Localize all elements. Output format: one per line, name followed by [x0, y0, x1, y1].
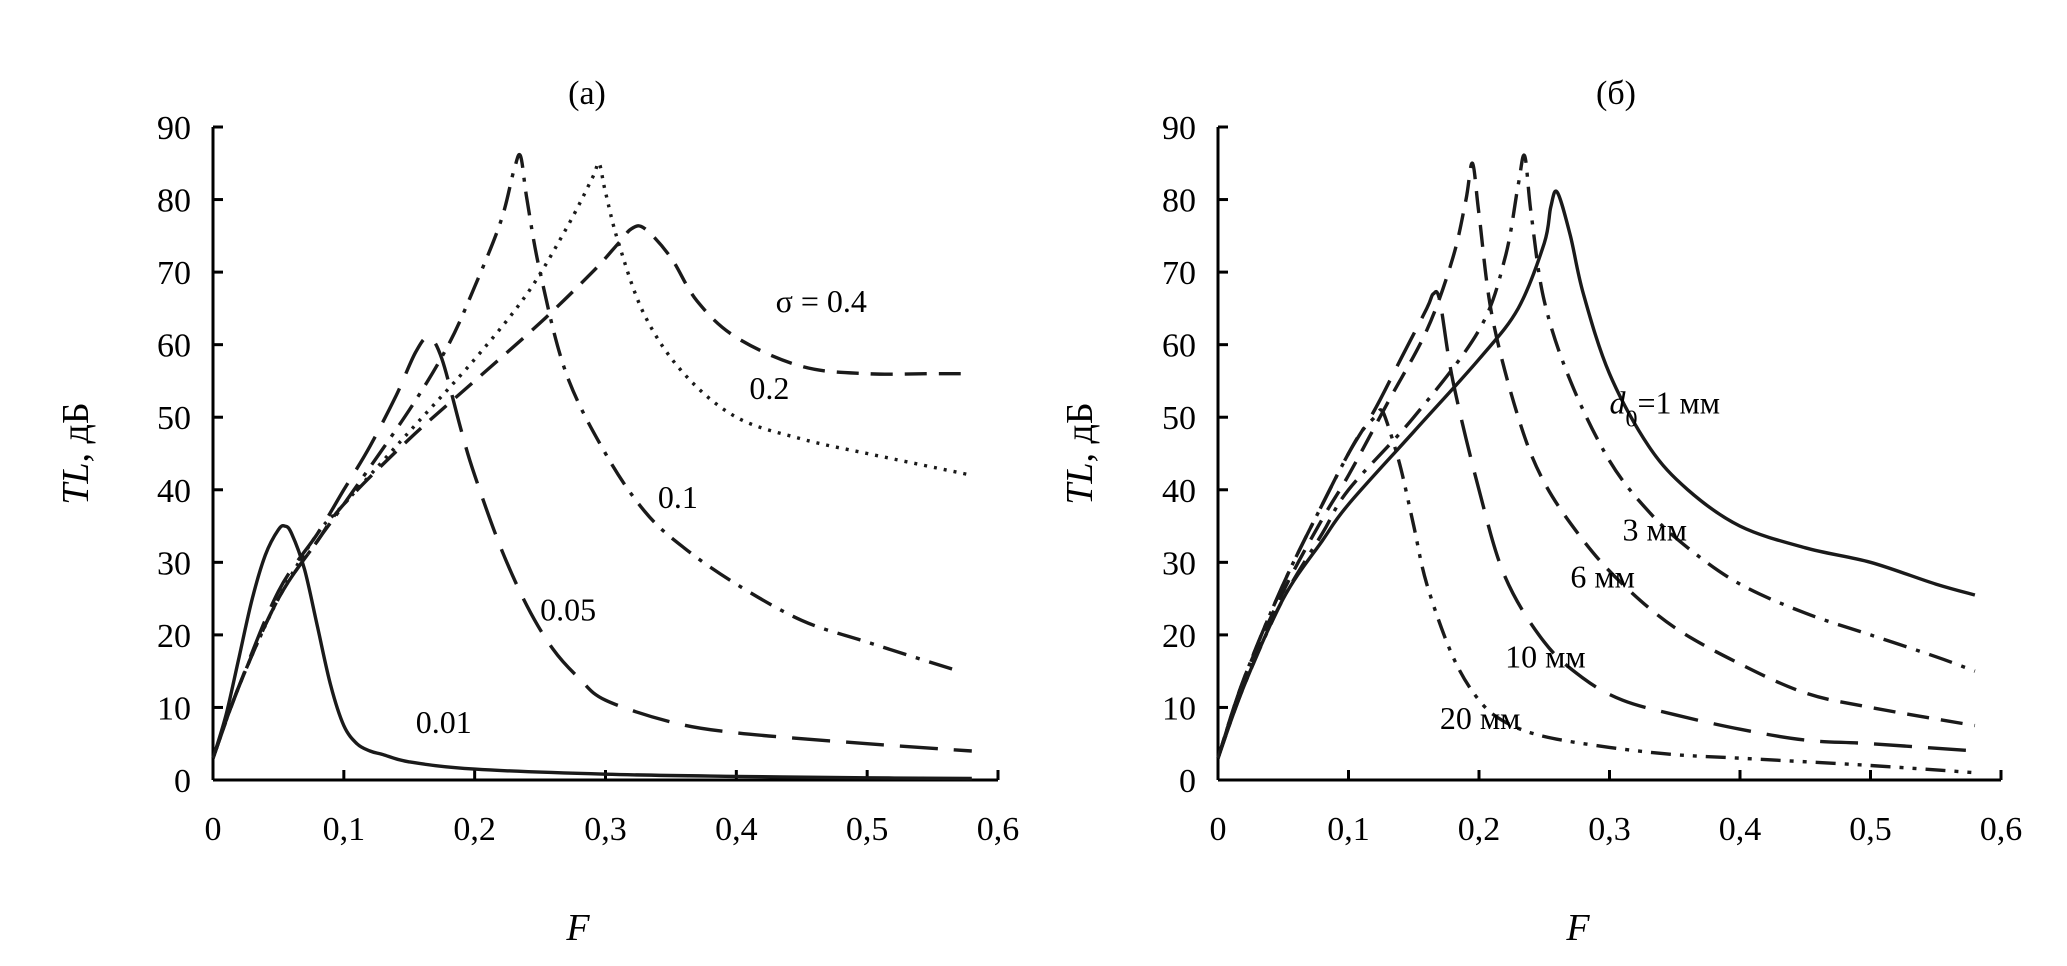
y-tick-label: 90 [157, 110, 191, 147]
y-tick-label: 80 [1162, 183, 1196, 220]
y-tick-label: 60 [1162, 328, 1196, 365]
x-tick-label: 0,4 [1719, 811, 1762, 848]
y-tick-label: 20 [1162, 618, 1196, 655]
y-tick-label: 40 [157, 473, 191, 510]
panel-title: (б) [1596, 75, 1636, 112]
series-line-0.4 [211, 224, 972, 759]
y-tick-label: 0 [1179, 763, 1196, 800]
x-axis-title: F [1565, 907, 1590, 949]
series-label: 3 мм [1623, 512, 1688, 548]
x-tick-label: 0,3 [1588, 811, 1631, 848]
series-line-10-мм [1216, 289, 1976, 759]
y-tick-label: 90 [1162, 110, 1196, 147]
series-label: 0.01 [416, 704, 472, 740]
y-tick-label: 80 [157, 183, 191, 220]
y-tick-label: 10 [1162, 690, 1196, 727]
x-axis-title: F [565, 907, 590, 949]
x-tick-label: 0,6 [1980, 811, 2023, 848]
series-label: 0.1 [658, 479, 698, 515]
series-line-0.2 [211, 161, 973, 759]
y-axis-title: TL, дБ [1059, 402, 1101, 504]
y-tick-label: 40 [1162, 473, 1196, 510]
x-tick-label: 0 [205, 811, 222, 848]
y-tick-label: 70 [1162, 255, 1196, 292]
x-tick-label: 0,6 [977, 811, 1020, 848]
y-tick-label: 30 [157, 545, 191, 582]
series-label: 6 мм [1570, 559, 1635, 595]
series-label: d0=1 мм [1610, 385, 1721, 433]
y-tick-label: 60 [157, 328, 191, 365]
x-tick-label: 0,3 [584, 811, 627, 848]
y-axis-title: TL, дБ [55, 402, 97, 504]
x-tick-label: 0,2 [1458, 811, 1501, 848]
x-tick-label: 0,2 [453, 811, 496, 848]
series-line-6-мм [1216, 161, 1976, 759]
series-label: 0.2 [749, 370, 789, 406]
panel-title: (а) [568, 75, 606, 112]
y-tick-label: 20 [157, 618, 191, 655]
y-tick-label: 0 [174, 763, 191, 800]
series-line-0.01 [211, 523, 972, 781]
series-label: 20 мм [1440, 700, 1521, 736]
x-tick-label: 0,1 [323, 811, 366, 848]
y-tick-label: 30 [1162, 545, 1196, 582]
x-tick-label: 0,4 [715, 811, 758, 848]
y-tick-label: 70 [157, 255, 191, 292]
chart-panel-0: 0 0,1 0,2 0,3 0,4 0,5 0,6 0 10 20 30 40 50 60 70 80 90 (а… [55, 75, 1019, 949]
y-tick-label: 10 [157, 690, 191, 727]
series-label: 0.05 [540, 591, 596, 627]
chart-panel-1: 0 0,1 0,2 0,3 0,4 0,5 0,6 0 10 20 30 40 50 60 70 80 90 (б… [1059, 75, 2022, 949]
y-tick-label: 50 [157, 400, 191, 437]
x-tick-label: 0 [1210, 811, 1227, 848]
series-line-0.05 [211, 335, 972, 759]
y-tick-label: 50 [1162, 400, 1196, 437]
series-label: 10 мм [1505, 639, 1586, 675]
x-tick-label: 0,1 [1327, 811, 1370, 848]
x-tick-label: 0,5 [846, 811, 889, 848]
series-line-3-мм [1216, 153, 1976, 759]
series-label: σ = 0.4 [776, 283, 867, 319]
x-tick-label: 0,5 [1849, 811, 1892, 848]
series-line-1-мм [1216, 189, 1976, 759]
